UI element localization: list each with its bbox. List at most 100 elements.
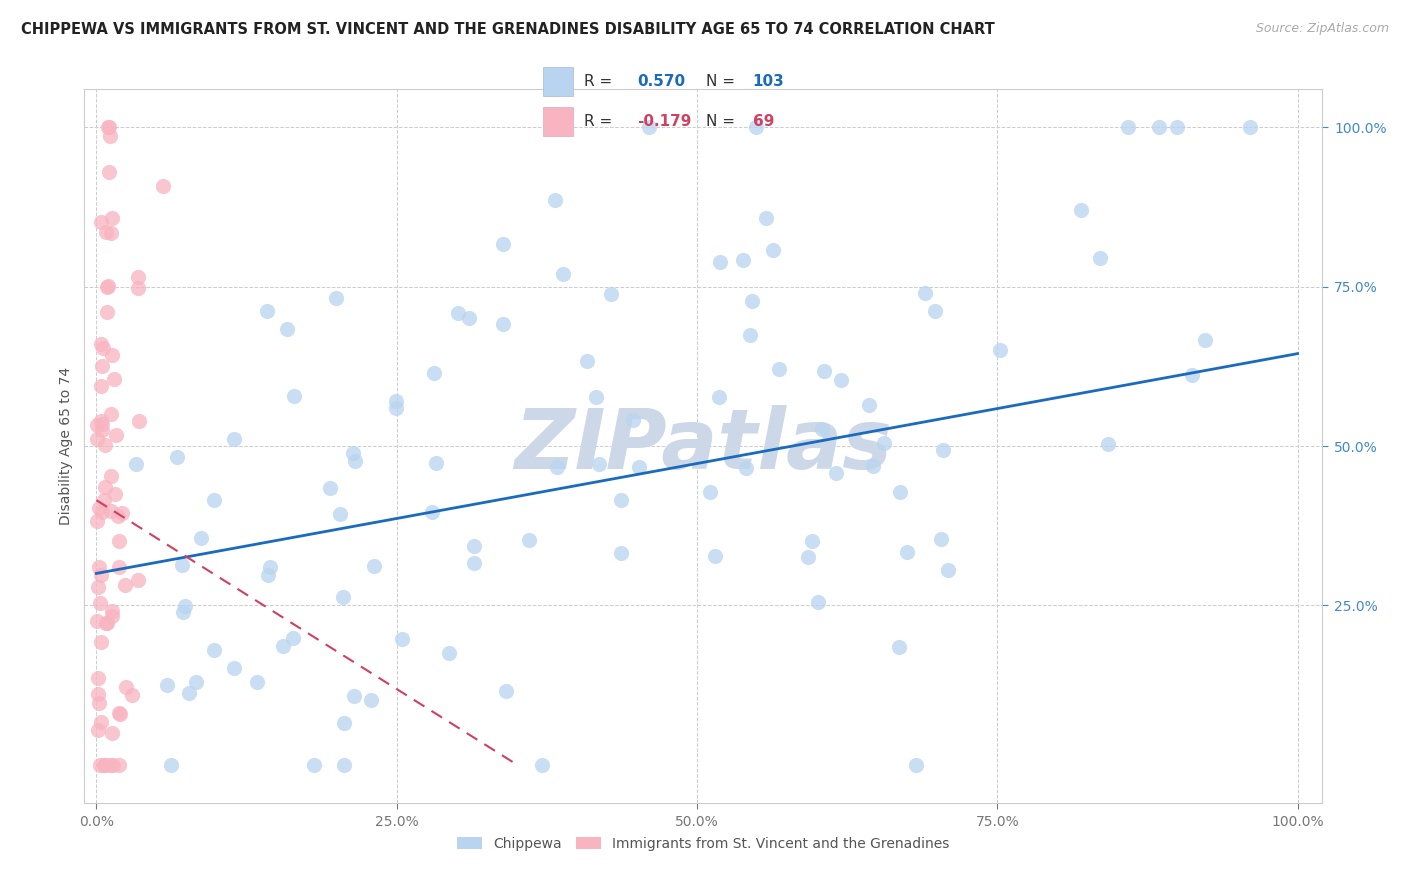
Point [811,422,834,436]
Point [858,398,880,412]
Point [90,378,112,392]
Point [807,595,830,609]
Point [929,533,952,547]
Point [98,120,121,135]
Point [86,614,108,628]
Point [914,285,936,300]
Point [627,459,650,474]
Point [94,225,117,239]
Point [127,270,149,285]
Point [222,432,245,446]
Point [1239,120,1261,135]
Point [100,469,122,483]
Point [103,372,125,386]
Point [363,559,385,574]
Point [96,280,118,294]
Point [101,757,124,772]
Point [97,279,120,293]
Point [343,454,366,468]
Point [190,531,212,545]
Point [100,503,122,517]
Point [98,128,121,143]
Point [553,267,575,281]
Point [924,304,946,318]
Point [343,689,366,703]
Point [101,211,124,226]
Point [495,683,517,698]
Point [91,423,114,437]
Point [425,456,447,470]
Point [887,640,910,655]
Point [862,459,884,474]
Point [87,687,110,701]
Point [988,343,1011,357]
Legend: Chippewa, Immigrants from St. Vincent and the Grenadines: Chippewa, Immigrants from St. Vincent an… [451,831,955,856]
Point [115,680,138,694]
Point [762,243,785,257]
Point [256,304,278,318]
Point [609,546,631,560]
Point [179,686,201,700]
Point [90,634,112,648]
Point [332,590,354,604]
Point [121,688,143,702]
Point [86,515,108,529]
Point [544,193,567,207]
Point [325,291,347,305]
Point [585,390,607,404]
Point [184,674,207,689]
Point [801,534,824,549]
Point [873,435,896,450]
Point [256,567,278,582]
Point [755,211,778,225]
Point [202,643,225,657]
Bar [543,67,572,96]
Point [458,310,481,325]
Point [159,757,181,772]
Point [463,539,485,553]
Text: ZIPatlas: ZIPatlas [515,406,891,486]
Point [333,716,356,731]
Point [1116,120,1139,135]
Point [127,280,149,294]
Point [420,505,443,519]
Point [447,306,470,320]
Point [94,438,117,452]
Point [93,757,115,772]
Point [599,286,621,301]
Point [709,390,731,404]
Point [107,509,129,524]
Point [94,616,117,631]
Point [90,417,112,431]
Point [90,337,112,351]
Text: R =: R = [585,74,613,89]
Point [97,120,120,135]
Point [86,580,108,594]
Point [1166,120,1188,135]
Bar [543,107,572,136]
Point [100,609,122,624]
Point [86,418,108,433]
Point [172,605,194,619]
Point [93,493,115,508]
Point [98,757,121,772]
Point [87,560,110,574]
Point [638,120,661,135]
Point [108,706,131,721]
Point [90,414,112,428]
Point [813,364,835,378]
Point [741,294,763,309]
Point [735,460,758,475]
Point [104,486,127,500]
Point [155,678,177,692]
Point [932,442,955,457]
Point [87,696,110,710]
Point [94,480,117,494]
Point [302,757,325,772]
Point [90,215,112,229]
Point [530,757,553,772]
Point [276,322,298,336]
Point [90,714,112,729]
Point [114,578,136,592]
Point [222,661,245,675]
